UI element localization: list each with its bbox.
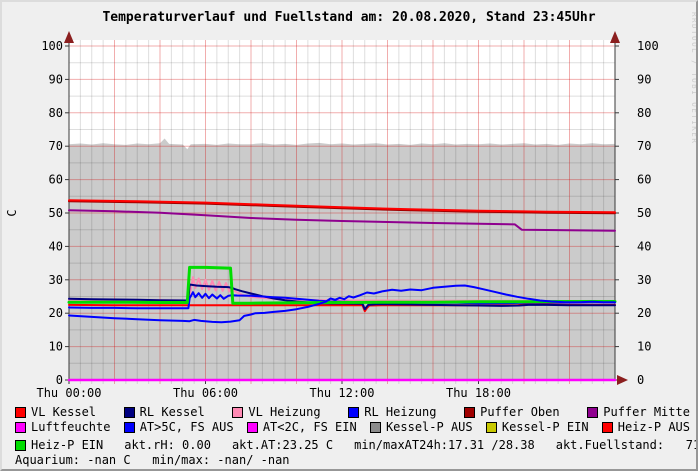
- series-puffer-mitte: [68, 209, 616, 232]
- y-axis-arrow-left: [64, 31, 74, 43]
- y-tick-label-left: 10: [49, 340, 63, 354]
- legend-swatch: [464, 406, 476, 418]
- y-tick-label-right: 40: [637, 239, 651, 253]
- y-tick-label-left: 70: [49, 139, 63, 153]
- legend-label: AT<2C, FS EIN: [262, 420, 357, 434]
- series-vl-kessel: [68, 199, 616, 214]
- legend-swatch: [123, 406, 135, 418]
- legend-label: RL Kessel: [139, 405, 205, 419]
- x-tick-label: Thu 06:00: [173, 386, 238, 400]
- graph-title: Temperaturverlauf und Fuellstand am: 20.…: [102, 10, 596, 25]
- y-tick-label-right: 70: [637, 139, 651, 153]
- x-tick-label: Thu 12:00: [309, 386, 374, 400]
- y-tick-label-left: 50: [49, 206, 63, 220]
- y-tick-label-left: 20: [49, 306, 63, 320]
- legend-row-2: Luftfeuchte AT>5C, FS AUS AT<2C, FS EIN Kes…: [15, 420, 690, 434]
- legend-swatch: [485, 421, 497, 433]
- legend: VL Kessel RL Kessel VL Heizung RL Heizung Pu…: [15, 405, 696, 468]
- legend-item: VL Kessel: [15, 405, 96, 419]
- y-tick-label-right: 90: [637, 72, 651, 86]
- footer-stat: akt.rH: 0.00: [124, 438, 211, 452]
- x-axis-arrow: [617, 375, 628, 385]
- legend-label: VL Kessel: [31, 405, 97, 419]
- legend-label: Kessel-P AUS: [385, 420, 473, 434]
- legend-label: RL Heizung: [364, 405, 437, 419]
- y-tick-label-right: 80: [637, 106, 651, 120]
- x-tick-label: Thu 18:00: [446, 386, 511, 400]
- legend-label: VL Heizung: [248, 405, 321, 419]
- series-vl-heizung: [68, 276, 616, 303]
- y-tick-label-right: 50: [637, 206, 651, 220]
- footer-stat: akt.Fuellstand: 71: [555, 438, 698, 452]
- y-tick-label-right: 60: [637, 173, 651, 187]
- footer-stat: min/maxAT24h:17.31 /28.38: [354, 438, 535, 452]
- y-tick-label-left: 30: [49, 273, 63, 287]
- y-tick-label-left: 0: [56, 373, 63, 387]
- legend-item: RL Heizung: [348, 405, 436, 419]
- y-tick-label-left: 80: [49, 106, 63, 120]
- legend-item: Kessel-P EIN: [485, 420, 589, 434]
- legend-swatch: [15, 406, 26, 418]
- fill-level-area: [69, 138, 615, 380]
- legend-item: AT<2C, FS EIN: [246, 420, 357, 434]
- y-tick-label-left: 100: [41, 39, 63, 53]
- legend-swatch: [123, 421, 135, 433]
- y-tick-label-right: 20: [637, 306, 651, 320]
- y-tick-label-left: 90: [49, 72, 63, 86]
- legend-row-aquarium: Aquarium: -nan C min/max: -nan/ -nan: [15, 453, 290, 467]
- y-axis-arrow-right: [610, 31, 620, 43]
- legend-row-3: Heiz-P EIN akt.rH: 0.00 akt.AT:23.25 C min/…: [15, 438, 696, 452]
- legend-item: Puffer Oben: [464, 405, 560, 419]
- legend-item: VL Heizung: [232, 405, 321, 419]
- legend-item: Kessel-P AUS: [369, 420, 473, 434]
- y-tick-label-left: 40: [49, 239, 63, 253]
- legend-swatch: [15, 439, 26, 451]
- legend-swatch: [369, 421, 381, 433]
- legend-item: RL Kessel: [123, 405, 205, 419]
- series-heiz-p-ein: [67, 265, 617, 305]
- legend-swatch: [348, 406, 360, 418]
- footer-stat: akt.AT:23.25 C: [231, 438, 334, 452]
- legend-label: Heiz-P EIN: [31, 438, 104, 452]
- watermark: RRDTOOL / TOBI OETIKER: [690, 12, 698, 144]
- legend-item: Luftfeuchte: [15, 420, 110, 434]
- legend-swatch: [601, 421, 613, 433]
- legend-label: Luftfeuchte: [31, 420, 111, 434]
- y-tick-label-right: 30: [637, 273, 651, 287]
- y-axis-unit-label: C: [5, 209, 19, 216]
- legend-item: Puffer Mitte: [587, 405, 690, 419]
- legend-swatch: [15, 421, 26, 433]
- legend-swatch: [232, 406, 244, 418]
- legend-label: Kessel-P EIN: [501, 420, 589, 434]
- legend-label: Puffer Oben: [480, 405, 560, 419]
- legend-item: Heiz-P AUS: [601, 420, 690, 434]
- series-at-at-5c-fs-aus-: [68, 284, 616, 324]
- legend-label: Heiz-P AUS: [617, 420, 690, 434]
- y-tick-label-right: 0: [637, 373, 644, 387]
- y-tick-label-right: 10: [637, 340, 651, 354]
- legend-item: AT>5C, FS AUS: [123, 420, 234, 434]
- legend-swatch: [587, 406, 599, 418]
- legend-swatch: [246, 421, 258, 433]
- x-tick-label: Thu 00:00: [36, 386, 101, 400]
- legend-label: AT>5C, FS AUS: [139, 420, 234, 434]
- chart-svg: 0 0 10 10 20 20 30 30 40 40 50 50 60 60 70 70 80 80 90 90 10…: [5, 12, 698, 400]
- legend-row-1: VL Kessel RL Kessel VL Heizung RL Heizung Pu…: [15, 405, 690, 419]
- y-tick-label-right: 100: [637, 39, 659, 53]
- legend-label: Puffer Mitte: [603, 405, 690, 419]
- y-tick-label-left: 60: [49, 173, 63, 187]
- legend-item: Heiz-P EIN: [15, 438, 103, 452]
